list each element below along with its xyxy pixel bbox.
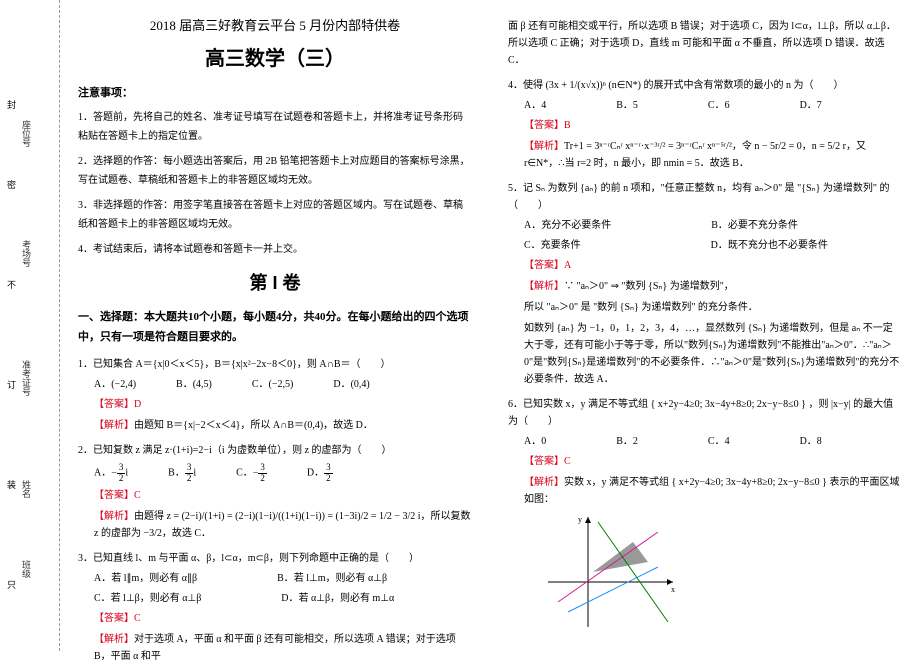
explain-label: 【解析】: [94, 420, 134, 431]
page-content: 2018 届高三好教育云平台 5 月份内部特供卷 高三数学（三） 注意事项： 1…: [60, 0, 920, 651]
binding-mark: 装: [5, 480, 18, 489]
q2-opt-a: A．−32i: [94, 463, 128, 484]
binding-mark: 订: [5, 380, 18, 389]
q6-explain: 【解析】实数 x，y 满足不等式组 { x+2y−4≥0; 3x−4y+8≥0;…: [508, 474, 902, 508]
q4-opt-a: A．4: [524, 98, 546, 114]
left-column: 2018 届高三好教育云平台 5 月份内部特供卷 高三数学（三） 注意事项： 1…: [60, 0, 490, 651]
binding-mark: 封: [5, 100, 18, 109]
binding-label-class: 班级: [20, 560, 33, 578]
q2-opt-d: D．32: [307, 463, 333, 484]
q3-stem: 3．已知直线 l、m 与平面 α、β，l⊂α，m⊂β，则下列命题中正确的是（ ）: [78, 550, 472, 567]
q3-opt-b: B．若 l⊥m，则必有 α⊥β: [277, 571, 387, 587]
q5-opt-c: C．充要条件: [524, 238, 581, 254]
notice-item: 2．选择题的作答：每小题选出答案后，用 2B 铅笔把答题卡上对应题目的答案标号涂…: [78, 152, 472, 190]
q6-answer: 【答案】C: [508, 454, 902, 470]
binding-label-id: 准考证号: [20, 360, 33, 396]
q2-answer: 【答案】C: [78, 488, 472, 504]
q3-opt-d: D．若 α⊥β，则必有 m⊥α: [281, 591, 394, 607]
q2-explain-text: 由题得 z = (2−i)/(1+i) = (2−i)(1−i)/((1+i)(…: [94, 511, 471, 539]
q5-stem: 5．记 Sₙ 为数列 {aₙ} 的前 n 项和，"任意正整数 n，均有 aₙ＞0…: [508, 180, 902, 214]
q5-explain-text-1: ∵ "aₙ＞0" ⇒ "数列 {Sₙ} 为递增数列"，: [564, 281, 734, 292]
right-column: 面 β 还有可能相交或平行，所以选项 B 错误；对于选项 C，因为 l⊂α，l⊥…: [490, 0, 920, 651]
binding-label-seat: 座位号: [20, 120, 33, 147]
part-title: 一、选择题：本大题共10个小题，每小题4分，共40分。在每小题给出的四个选项中，…: [78, 308, 472, 348]
q6-options: A．0 B．2 C．4 D．8: [508, 434, 902, 450]
svg-text:x: x: [671, 585, 675, 594]
notice-item: 1．答题前，先将自己的姓名、准考证号填写在试题卷和答题卡上，并将准考证号条形码粘…: [78, 108, 472, 146]
explain-label: 【解析】: [524, 281, 564, 292]
exam-header-line2: 高三数学（三）: [78, 43, 472, 75]
q1-options: A．(−2,4) B．(4,5) C．(−2,5) D．(0,4): [78, 377, 472, 393]
q1-stem: 1．已知集合 A＝{x|0＜x＜5}，B＝{x|x²−2x−8＜0}，则 A∩B…: [78, 356, 472, 373]
explain-label: 【解析】: [94, 634, 134, 645]
q2-stem: 2．已知复数 z 满足 z·(1+i)=2−i（i 为虚数单位），则 z 的虚部…: [78, 442, 472, 459]
q5-explain-3: 如数列 {aₙ} 为 −1，0，1，2，3，4，…，显然数列 {Sₙ} 为递增数…: [508, 320, 902, 388]
q6-opt-b: B．2: [616, 434, 638, 450]
q1-explain-text: 由题知 B＝{x|−2＜x＜4}，所以 A∩B＝(0,4)，故选 D．: [134, 420, 373, 431]
q6-opt-d: D．8: [800, 434, 822, 450]
binding-mark: 不: [5, 280, 18, 289]
q1-opt-b: B．(4,5): [176, 377, 212, 393]
q2-explain: 【解析】由题得 z = (2−i)/(1+i) = (2−i)(1−i)/((1…: [78, 508, 472, 542]
exam-header-line1: 2018 届高三好教育云平台 5 月份内部特供卷: [78, 16, 472, 37]
q3-opt-a: A．若 l∥m，则必有 α∥β: [94, 571, 197, 587]
q3-answer: 【答案】C: [78, 611, 472, 627]
q6-stem: 6．已知实数 x，y 满足不等式组 { x+2y−4≥0; 3x−4y+8≥0;…: [508, 396, 902, 430]
binding-label-name: 姓名: [20, 480, 33, 498]
q3-explain-cont: 面 β 还有可能相交或平行，所以选项 B 错误；对于选项 C，因为 l⊂α，l⊥…: [508, 18, 902, 69]
q2-opt-b: B．32i: [168, 463, 196, 484]
q4-explain-text: Tr+1 = 3ⁿ⁻ʳCₙʳ xⁿ⁻ʳ·x⁻³ʳ/² = 3ⁿ⁻ʳCₙʳ xⁿ⁻…: [524, 141, 866, 169]
q5-opt-a: A．充分不必要条件: [524, 218, 611, 234]
notice-title: 注意事项：: [78, 85, 472, 103]
q5-answer: 【答案】A: [508, 258, 902, 274]
explain-label: 【解析】: [94, 511, 134, 522]
q5-options-row2: C．充要条件 D．既不充分也不必要条件: [508, 238, 902, 254]
volume-title: 第 I 卷: [78, 269, 472, 298]
q3-options-row2: C．若 l⊥β，则必有 α⊥β D．若 α⊥β，则必有 m⊥α: [78, 591, 472, 607]
q4-opt-b: B．5: [616, 98, 638, 114]
q6-stem-pre: 6．已知实数 x，y 满足不等式组: [508, 399, 648, 410]
notice-item: 4．考试结束后，请将本试题卷和答题卡一并上交。: [78, 240, 472, 259]
q1-opt-d: D．(0,4): [333, 377, 369, 393]
q4-explain: 【解析】Tr+1 = 3ⁿ⁻ʳCₙʳ xⁿ⁻ʳ·x⁻³ʳ/² = 3ⁿ⁻ʳCₙʳ…: [508, 138, 902, 172]
binding-mark: 密: [5, 180, 18, 189]
q5-opt-b: B．必要不充分条件: [711, 218, 798, 234]
q6-system: { x+2y−4≥0; 3x−4y+8≥0; 2x−y−8≤0 }: [651, 399, 806, 410]
q1-opt-a: A．(−2,4): [94, 377, 136, 393]
q5-options-row1: A．充分不必要条件 B．必要不充分条件: [508, 218, 902, 234]
binding-label-room: 考场号: [20, 240, 33, 267]
q3-options-row1: A．若 l∥m，则必有 α∥β B．若 l⊥m，则必有 α⊥β: [78, 571, 472, 587]
q1-explain: 【解析】由题知 B＝{x|−2＜x＜4}，所以 A∩B＝(0,4)，故选 D．: [78, 417, 472, 434]
feasible-region-graph: x y: [538, 512, 678, 632]
q2-options: A．−32i B．32i C．−32 D．32: [78, 463, 472, 484]
q4-stem: 4．使得 (3x + 1/(x√x))ⁿ (n∈N*) 的展开式中含有常数项的最…: [508, 77, 902, 94]
q5-explain-2: 所以 "aₙ＞0" 是 "数列 {Sₙ} 为递增数列" 的充分条件．: [508, 299, 902, 316]
explain-label: 【解析】: [524, 477, 564, 488]
binding-mark: 只: [5, 580, 18, 589]
q3-opt-c: C．若 l⊥β，则必有 α⊥β: [94, 591, 201, 607]
q6-opt-c: C．4: [708, 434, 730, 450]
q3-explain: 【解析】对于选项 A，平面 α 和平面 β 还有可能相交，所以选项 A 错误；对…: [78, 631, 472, 665]
q4-opt-d: D．7: [800, 98, 822, 114]
explain-label: 【解析】: [524, 141, 564, 152]
q6-explain-text: 实数 x，y 满足不等式组 { x+2y−4≥0; 3x−4y+8≥0; 2x−…: [524, 477, 899, 505]
q5-explain-1: 【解析】∵ "aₙ＞0" ⇒ "数列 {Sₙ} 为递增数列"，: [508, 278, 902, 295]
notice-item: 3．非选择题的作答：用签字笔直接答在答题卡上对应的答题区域内。写在试题卷、草稿纸…: [78, 196, 472, 234]
q5-opt-d: D．既不充分也不必要条件: [711, 238, 828, 254]
q1-opt-c: C．(−2,5): [252, 377, 293, 393]
q2-opt-c: C．−32: [236, 463, 267, 484]
q3-explain-text: 对于选项 A，平面 α 和平面 β 还有可能相交，所以选项 A 错误；对于选项 …: [94, 634, 456, 662]
q1-answer: 【答案】D: [78, 397, 472, 413]
q4-options: A．4 B．5 C．6 D．7: [508, 98, 902, 114]
svg-text:y: y: [578, 515, 582, 524]
q4-opt-c: C．6: [708, 98, 730, 114]
q6-opt-a: A．0: [524, 434, 546, 450]
binding-strip: 封 座位号 密 不 考场号 订 准考证号 装 姓名 只 班级: [0, 0, 60, 651]
q4-answer: 【答案】B: [508, 118, 902, 134]
